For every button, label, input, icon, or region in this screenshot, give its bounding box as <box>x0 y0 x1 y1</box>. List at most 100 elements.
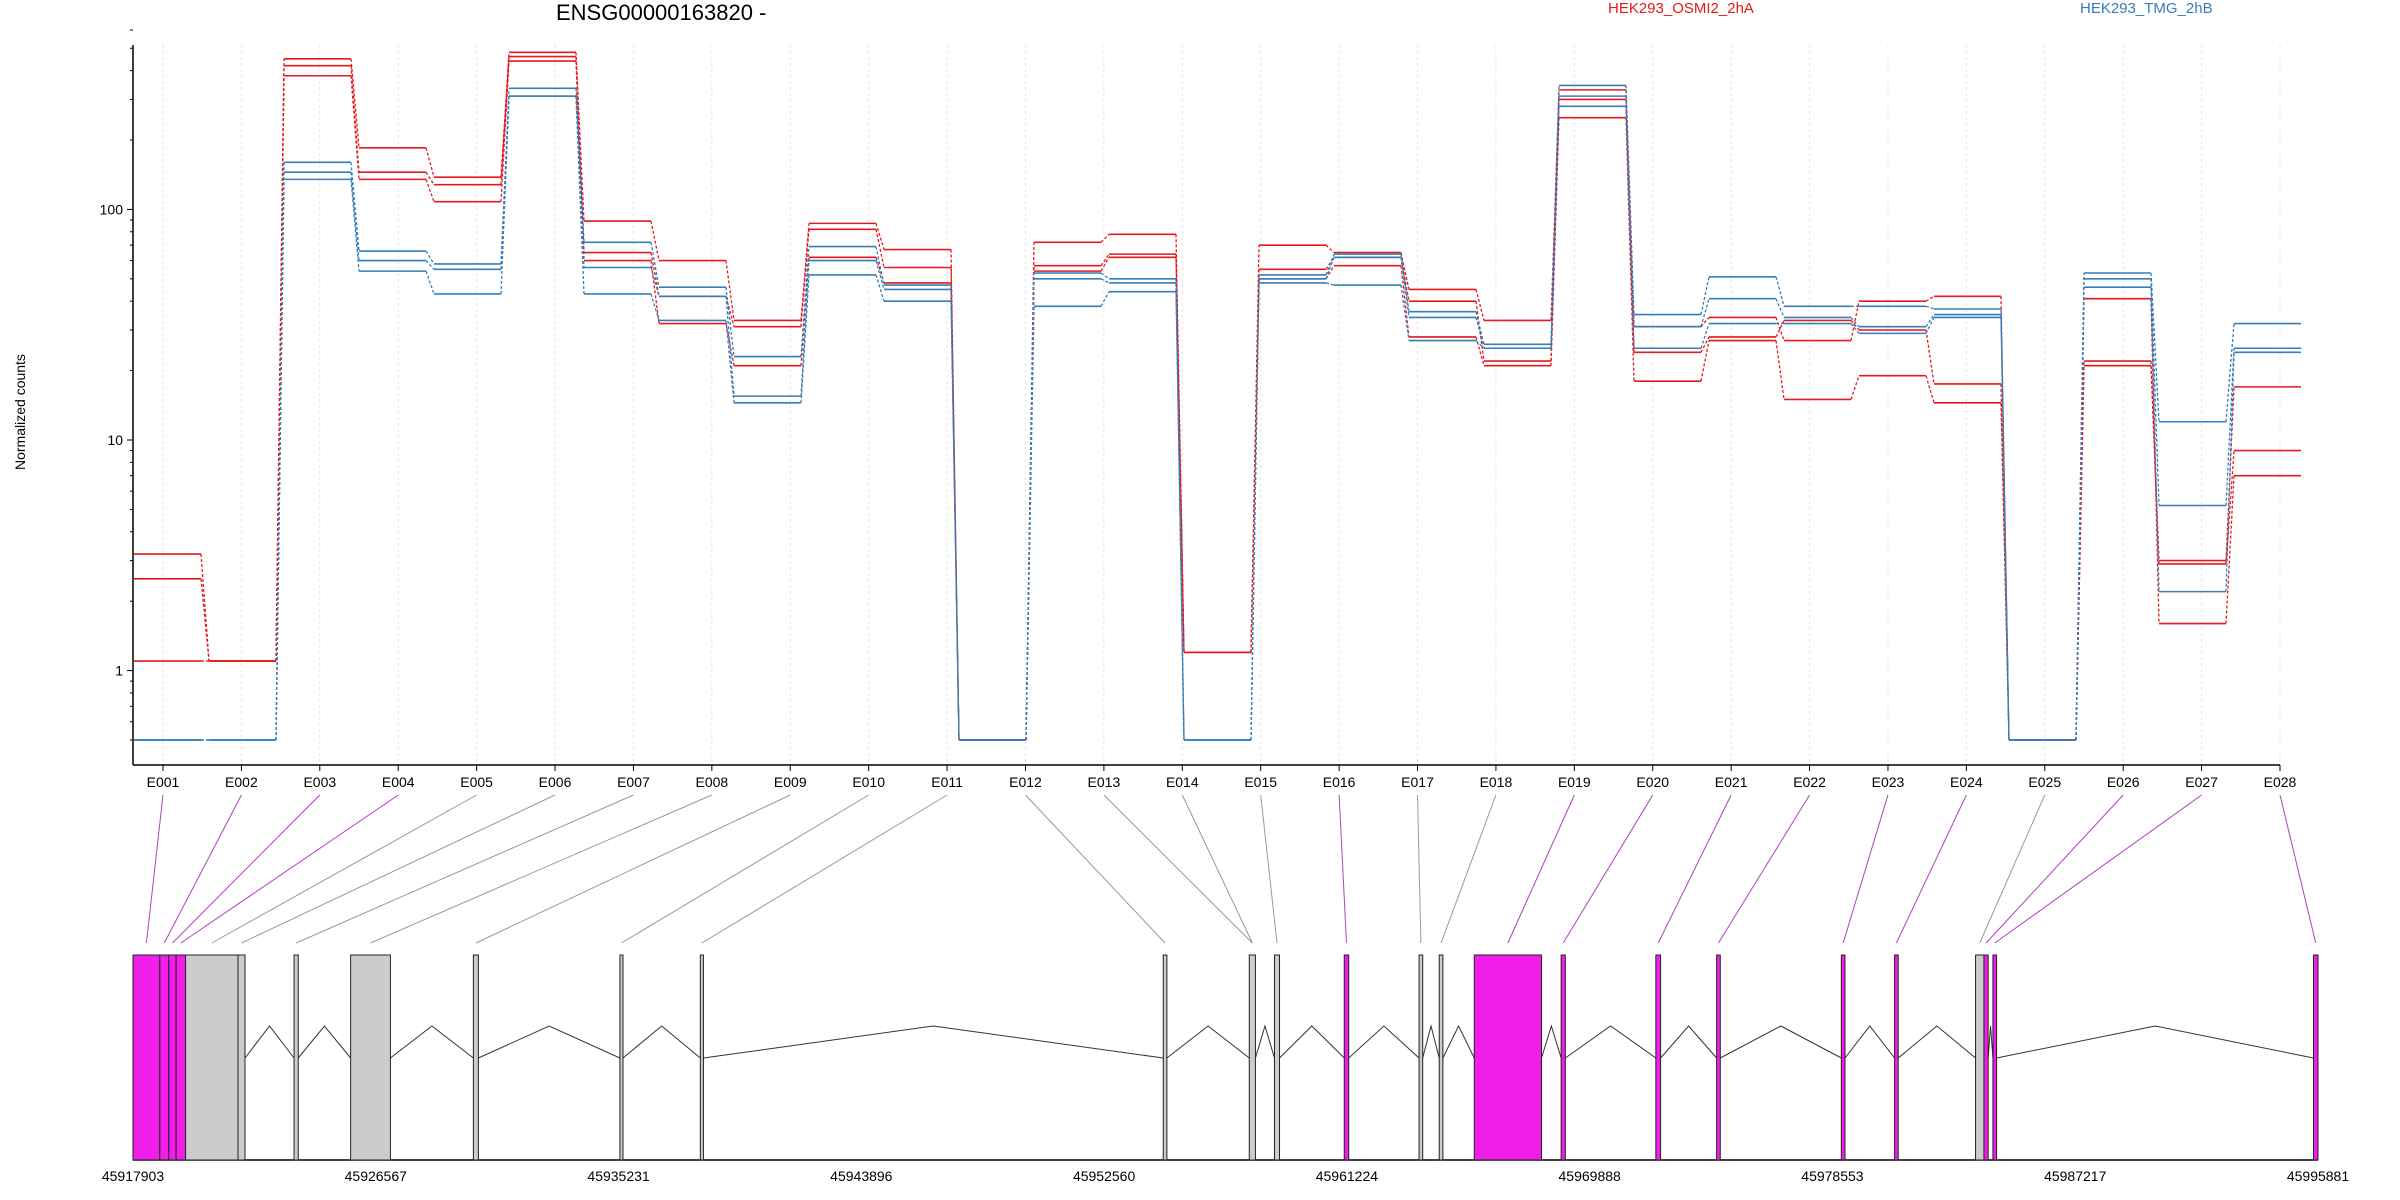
series-transition <box>1100 233 1110 243</box>
intron-line <box>622 1025 701 1059</box>
series-transition <box>725 296 735 397</box>
bin-exon-link <box>211 794 477 944</box>
x-tick-label: E028 <box>2264 774 2297 790</box>
x-tick-label: E019 <box>1558 774 1591 790</box>
bin-exon-link <box>1718 794 1810 944</box>
x-tick-label: E009 <box>774 774 807 790</box>
series-transition <box>425 250 435 265</box>
series-transition <box>875 223 885 250</box>
bin-exon-link <box>1507 794 1575 944</box>
intron-line <box>1348 1025 1420 1059</box>
bin-exon-link <box>1338 794 1347 944</box>
series-transition <box>1550 85 1560 345</box>
genomic-tick-label: 45943896 <box>830 1168 893 1184</box>
bin-exon-link <box>1657 794 1732 944</box>
series-transition <box>2150 365 2160 564</box>
y-tick-label: 100 <box>100 201 124 217</box>
series-transition <box>1100 256 1110 272</box>
series-transition <box>1850 301 1860 341</box>
genomic-tick-label: 45978553 <box>1801 1168 1864 1184</box>
intron-line <box>1897 1025 1976 1059</box>
series-transition <box>1850 375 1860 400</box>
bin-exon-link <box>1440 794 1497 944</box>
series-transition <box>1100 291 1110 307</box>
exon-block <box>1248 954 1256 1161</box>
exon-block <box>1162 954 1168 1161</box>
x-tick-label: E027 <box>2185 774 2218 790</box>
x-tick-label: E021 <box>1715 774 1748 790</box>
x-tick-label: E025 <box>2028 774 2061 790</box>
exon-highlight <box>168 954 177 1161</box>
series-transition <box>575 52 585 222</box>
x-tick-label: E026 <box>2107 774 2140 790</box>
exon-block <box>1438 954 1444 1161</box>
x-tick-label: E011 <box>931 774 963 790</box>
exon-block <box>237 954 246 1161</box>
exon-block <box>1273 954 1281 1161</box>
exon-highlight <box>1716 954 1721 1161</box>
bin-exon-link <box>1562 794 1654 944</box>
series-transition <box>1475 301 1485 362</box>
series-transition <box>1400 284 1410 341</box>
bin-exon-link <box>1842 794 1889 944</box>
series-transition <box>1700 336 1710 353</box>
series-transition <box>275 75 285 662</box>
bin-exon-link <box>163 794 242 944</box>
x-tick-label: E017 <box>1401 774 1434 790</box>
bin-exon-link <box>180 794 399 944</box>
series-transition <box>1850 320 1860 331</box>
series-transition <box>1400 265 1410 337</box>
series-transition <box>1925 317 1935 334</box>
bin-exon-link <box>370 794 713 944</box>
exon-block <box>699 954 704 1161</box>
bin-exon-link <box>1025 794 1166 944</box>
series-transition <box>725 320 735 403</box>
series-transition <box>800 229 810 327</box>
series-transition <box>1250 282 1260 741</box>
series-transition <box>1400 252 1410 290</box>
intron-line <box>1166 1025 1250 1059</box>
x-tick-label: E022 <box>1793 774 1826 790</box>
bin-exon-link <box>1260 794 1278 944</box>
exon-block <box>1975 954 1985 1161</box>
series-transition <box>875 229 885 268</box>
series-transition <box>1325 253 1335 276</box>
exon-highlight <box>1560 954 1566 1161</box>
x-tick-label: E013 <box>1088 774 1121 790</box>
series-transition <box>2225 450 2235 565</box>
series-transition <box>500 56 510 185</box>
exon-highlight <box>1983 954 1989 1161</box>
series-transition <box>2075 287 2085 741</box>
series-transition <box>350 162 360 252</box>
series-transition <box>2000 314 2010 741</box>
x-tick-label: E005 <box>460 774 493 790</box>
x-tick-label: E023 <box>1872 774 1905 790</box>
exon-highlight <box>2312 954 2319 1161</box>
series-transition <box>350 172 360 261</box>
x-tick-label: E001 <box>147 774 180 790</box>
series-transition <box>1550 117 1560 366</box>
series-transition <box>425 147 435 178</box>
series-transition <box>1100 278 1110 284</box>
bin-exon-link <box>172 794 321 944</box>
series-transition <box>575 56 585 253</box>
series-transition <box>800 260 810 397</box>
series-transition <box>650 260 660 324</box>
exon-block <box>350 954 391 1161</box>
bin-exon-link <box>475 794 791 944</box>
series-transition <box>650 242 660 288</box>
exon-block <box>293 954 299 1161</box>
bin-exon-link <box>1417 794 1422 944</box>
series-transition <box>1400 257 1410 318</box>
exon-highlight <box>1343 954 1350 1161</box>
x-tick-label: E024 <box>1950 774 1983 790</box>
bin-exon-link <box>241 794 556 944</box>
bin-exon-link <box>1994 794 2202 944</box>
exon-highlight <box>1473 954 1543 1161</box>
series-transition <box>1850 323 1860 334</box>
series-transition <box>350 65 360 173</box>
series-transition <box>650 252 660 297</box>
exon-highlight <box>1894 954 1899 1161</box>
series-transition <box>1325 244 1335 254</box>
